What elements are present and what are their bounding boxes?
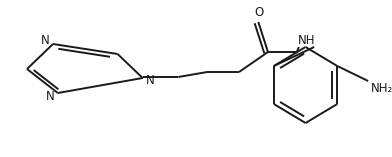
- Text: N: N: [41, 33, 50, 46]
- Text: O: O: [255, 6, 264, 19]
- Text: NH: NH: [298, 35, 315, 48]
- Text: N: N: [46, 90, 54, 103]
- Text: NH₂: NH₂: [370, 82, 392, 95]
- Text: N: N: [146, 75, 155, 87]
